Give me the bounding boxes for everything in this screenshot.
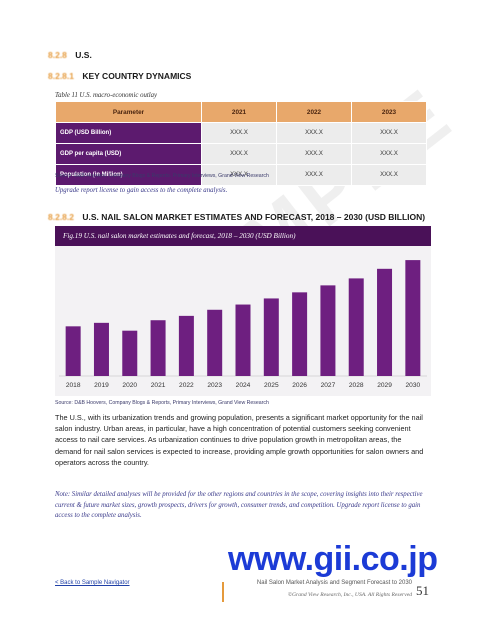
table-cell: XXX.X [276, 143, 352, 165]
table-row: GDP per capita (USD) XXX.X XXX.X XXX.X [55, 143, 427, 165]
subsection-heading-dynamics: 8.2.8.1 KEY COUNTRY DYNAMICS [48, 71, 191, 81]
bar-2029 [377, 268, 393, 376]
subsection-title: KEY COUNTRY DYNAMICS [82, 71, 192, 81]
bar-2019 [93, 322, 109, 376]
bar-2028 [348, 278, 364, 376]
chart-title: Fig.19 U.S. nail salon market estimates … [63, 232, 296, 240]
table-header-cell: 2023 [351, 101, 427, 123]
row-label: GDP per capita (USD) [55, 143, 202, 165]
section-number: 8.2.8 [48, 50, 67, 60]
page-number: 51 [416, 583, 429, 598]
table-cell: XXX.X [351, 164, 427, 186]
table-cell: XXX.X [351, 143, 427, 165]
x-tick-label: 2021 [151, 382, 166, 389]
back-to-navigator-link[interactable]: < Back to Sample Navigator [55, 580, 130, 586]
table-header-cell: 2022 [276, 101, 352, 123]
subsection-heading-forecast: 8.2.8.2 U.S. NAIL SALON MARKET ESTIMATES… [48, 212, 425, 222]
x-tick-label: 2019 [94, 382, 109, 389]
x-tick-label: 2030 [406, 382, 421, 389]
bar-2027 [320, 285, 336, 376]
table-cell: XXX.X [201, 143, 277, 165]
market-forecast-chart: Fig.19 U.S. nail salon market estimates … [55, 226, 431, 396]
bar-2021 [150, 320, 166, 376]
section-heading: 8.2.8 U.S. [48, 50, 92, 60]
chart-source: Source: D&B Hoovers, Company Blogs & Rep… [55, 400, 269, 406]
x-tick-label: 2027 [321, 382, 336, 389]
table-row: Population (in Million) XXX.X XXX.X XXX.… [55, 164, 427, 186]
table-source: Source: D&B Hoovers, Company Blogs & Rep… [55, 173, 269, 179]
x-tick-label: 2026 [292, 382, 307, 389]
gii-logo: www.gii.co.jp [228, 540, 438, 578]
bar-2023 [207, 309, 223, 376]
row-label: GDP (USD Billion) [55, 122, 202, 144]
chart-svg: 2018 2019 2020 2021 2022 2023 2024 2025 2026 2027… [59, 260, 427, 389]
table-cell: XXX.X [201, 122, 277, 144]
footer-divider [222, 582, 224, 602]
bar-2026 [292, 292, 308, 376]
table-row: GDP (USD Billion) XXX.X XXX.X XXX.X [55, 122, 427, 144]
body-paragraph: The U.S., with its urbanization trends a… [55, 413, 424, 467]
bar-2025 [263, 298, 279, 376]
x-tick-label: 2018 [66, 382, 81, 389]
x-tick-label: 2029 [377, 382, 392, 389]
macro-economic-table: Parameter 2021 2022 2023 GDP (USD Billio… [55, 101, 427, 186]
table-header-cell: 2021 [201, 101, 277, 123]
bar-2022 [178, 315, 194, 376]
table-cell: XXX.X [201, 164, 277, 186]
bar-2020 [122, 330, 138, 376]
x-tick-label: 2028 [349, 382, 364, 389]
chart-title-bar [55, 226, 431, 246]
bar-2018 [65, 326, 81, 376]
table-cell: XXX.X [276, 122, 352, 144]
subsection-number: 8.2.8.1 [48, 71, 74, 81]
row-label: Population (in Million) [55, 164, 202, 186]
table-caption: Table 11 U.S. macro-economic outlay [55, 92, 158, 99]
section-title: U.S. [75, 50, 92, 60]
table-cell: XXX.X [276, 164, 352, 186]
subsection-number: 8.2.8.2 [48, 212, 74, 222]
upgrade-notice: Upgrade report license to gain access to… [55, 187, 228, 194]
footer-copyright: ©Grand View Research, Inc., USA. All Rig… [287, 592, 412, 598]
table-cell: XXX.X [351, 122, 427, 144]
x-tick-label: 2025 [264, 382, 279, 389]
table-header-cell: Parameter [55, 101, 202, 123]
x-tick-label: 2022 [179, 382, 194, 389]
bar-2030 [405, 260, 421, 376]
footer-report-title: Nail Salon Market Analysis and Segment F… [256, 580, 412, 586]
analysis-note: Note: Similar detailed analyses will be … [55, 491, 423, 519]
table-header-row: Parameter 2021 2022 2023 [55, 101, 427, 123]
bar-2024 [235, 304, 251, 376]
x-tick-label: 2023 [207, 382, 222, 389]
x-tick-label: 2020 [122, 382, 137, 389]
subsection-title: U.S. NAIL SALON MARKET ESTIMATES AND FOR… [82, 212, 426, 222]
x-tick-label: 2024 [236, 382, 251, 389]
